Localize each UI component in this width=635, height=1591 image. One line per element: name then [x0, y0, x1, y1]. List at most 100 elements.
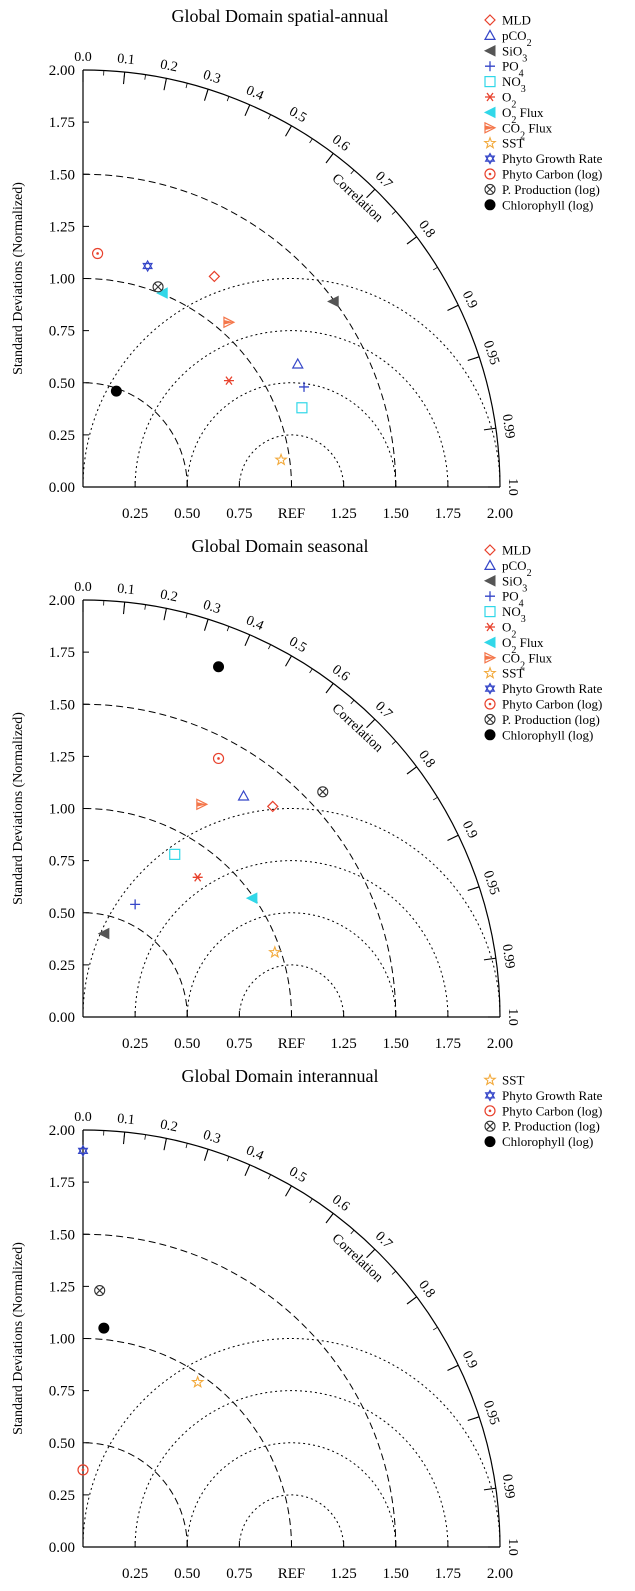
legend-label: Chlorophyll (log) [502, 197, 593, 212]
x-ticks: 0.25 0.50 0.75 REF 1.25 1.50 1.75 2.00 [122, 1011, 513, 1052]
ref-label: REF [278, 1036, 306, 1052]
legend-item-o2-flux: O2 Flux [483, 635, 544, 656]
correlation-tick-label: 0.2 [159, 1117, 179, 1135]
legend-label: SiO3 [502, 573, 527, 594]
std-arc [82, 912, 188, 1018]
x-tick-label: 1.75 [435, 1566, 461, 1582]
marker-sst [268, 945, 282, 959]
x-ticks: 0.25 0.50 0.75 REF 1.25 1.50 1.75 2.00 [122, 481, 513, 522]
legend-item-no3: NO3 [484, 604, 526, 625]
y-tick-label: 1.00 [49, 272, 75, 288]
legend-label: Phyto Carbon (log) [502, 1103, 602, 1118]
legend-label: PO4 [502, 589, 524, 610]
y-tick-label: 0.75 [49, 324, 75, 340]
y-tick-label: 2.00 [49, 593, 75, 609]
legend-item-phyto-carbon-log: Phyto Carbon (log) [484, 167, 602, 182]
legend-item-co2-flux: CO2 Flux [484, 650, 553, 671]
marker-legend-mld [484, 544, 496, 556]
y-tick-label: 1.75 [49, 645, 75, 661]
legend-label: SiO3 [502, 43, 527, 64]
legend-label: Phyto Growth Rate [502, 681, 603, 696]
x-tick-label: 0.75 [226, 506, 252, 522]
x-tick-label: 2.00 [487, 506, 513, 522]
correlation-tick-label: 0.7 [372, 1229, 395, 1252]
marker-phyto-growth-rate [142, 259, 153, 273]
y-tick-label: 0.50 [49, 376, 75, 392]
correlation-tick-label: 0.95 [480, 1399, 502, 1427]
marker-chlorophyll-log [110, 385, 122, 397]
legend-label: MLD [502, 543, 531, 558]
marker-phyto-carbon-log [91, 247, 104, 260]
marker-legend-chlorophyll-log [484, 199, 496, 211]
legend-label: O2 [502, 90, 516, 111]
marker-legend-phyto-growth-rate [484, 152, 496, 165]
legend-item-p-production-log: P. Production (log) [484, 712, 600, 727]
legend-label: Chlorophyll (log) [502, 727, 593, 742]
outer-arc [82, 1129, 501, 1548]
legend-label: P. Production (log) [502, 182, 600, 197]
marker-o2 [223, 376, 234, 386]
correlation-tick-label: 0.9 [459, 1349, 480, 1371]
std-arc [82, 173, 397, 488]
legend-item-pco2: pCO2 [483, 558, 532, 578]
marker-legend-po4 [485, 591, 495, 602]
std-arc [82, 382, 188, 488]
data-points [97, 661, 329, 959]
correlation-tick-label: 0.95 [480, 869, 502, 897]
marker-legend-o2-flux [483, 106, 496, 119]
correlation-tick-label: 0.2 [159, 587, 179, 605]
x-tick-label: 1.50 [383, 506, 409, 522]
marker-legend-pco2 [483, 559, 497, 571]
marker-legend-o2-flux [483, 636, 496, 649]
x-tick-label: 0.25 [122, 1566, 148, 1582]
correlation-tick-label: 0.6 [329, 1192, 352, 1215]
y-tick-label: 0.00 [49, 1010, 75, 1026]
y-tick-label: 1.00 [49, 802, 75, 818]
y-ticks: 0.00 0.25 0.50 0.75 1.00 1.25 1.50 1.75 2.00 [49, 63, 89, 496]
y-tick-label: 0.50 [49, 1436, 75, 1452]
marker-legend-o2 [485, 92, 495, 102]
y-tick-label: 1.25 [49, 749, 75, 765]
legend-item-pco2: pCO2 [483, 28, 532, 48]
legend-label: Phyto Growth Rate [502, 151, 603, 166]
correlation-tick-label: 0.99 [499, 413, 517, 439]
correlation-tick-label: 0.4 [244, 613, 266, 634]
correlation-tick-label: 0.6 [329, 662, 352, 685]
y-tick-label: 1.00 [49, 1332, 75, 1348]
correlation-ticks: 0.0 0.1 0.2 0.3 0.4 0.5 0.6 0.7 0.8 0.9 0.95 0.99 1.… [74, 1110, 520, 1556]
correlation-tick-label: 1.0 [505, 478, 520, 496]
correlation-tick-label: 0.99 [499, 1473, 517, 1499]
ref-label: REF [278, 1566, 306, 1582]
marker-legend-sio3 [483, 574, 496, 587]
correlation-tick-label: 0.1 [116, 1112, 135, 1129]
legend-label: MLD [502, 13, 531, 28]
marker-legend-phyto-carbon-log [484, 1105, 496, 1117]
legend-label: NO3 [502, 604, 526, 625]
marker-p-production-log [317, 786, 329, 798]
legend-label: P. Production (log) [502, 1119, 600, 1134]
marker-legend-po4 [485, 61, 495, 72]
legend-label: O2 Flux [502, 635, 544, 656]
y-tick-label: 0.50 [49, 906, 75, 922]
chart-frame [82, 1129, 501, 1548]
correlation-tick-label: 1.0 [505, 1538, 520, 1556]
x-tick-label: 1.25 [331, 506, 357, 522]
y-tick-label: 0.25 [49, 958, 75, 974]
marker-mld [266, 800, 279, 813]
marker-legend-pco2 [483, 29, 497, 41]
y-tick-label: 0.00 [49, 480, 75, 496]
y-axis-label: Standard Deviations (Normalized) [11, 1242, 26, 1435]
marker-co2-flux [196, 798, 209, 811]
marker-sio3 [97, 927, 110, 940]
correlation-tick-label: 0.6 [329, 132, 352, 155]
rms-arcs [82, 278, 501, 488]
marker-chlorophyll-log [98, 1322, 110, 1334]
y-axis-label: Standard Deviations (Normalized) [11, 182, 26, 375]
marker-no3 [296, 402, 308, 414]
marker-p-production-log [152, 281, 164, 293]
x-tick-label: 2.00 [487, 1036, 513, 1052]
marker-o2 [192, 872, 203, 882]
correlation-tick-label: 0.9 [459, 819, 480, 841]
y-tick-label: 0.75 [49, 1384, 75, 1400]
